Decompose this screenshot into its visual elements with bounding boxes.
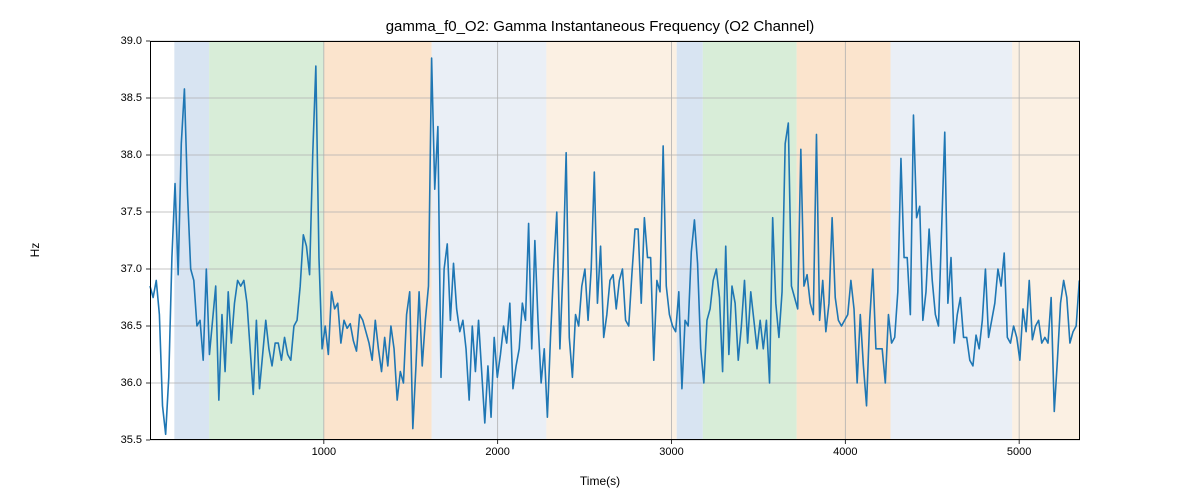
plot-svg (150, 41, 1080, 440)
x-axis-label: Time(s) (0, 474, 1200, 488)
plot-area (150, 41, 1080, 440)
y-axis-label: Hz (28, 243, 42, 258)
ytick-label: 38.0 (102, 149, 142, 161)
ytick-label: 35.5 (102, 434, 142, 446)
xtick-label: 1000 (312, 446, 336, 458)
ytick-label: 39.0 (102, 35, 142, 47)
chart-container: gamma_f0_O2: Gamma Instantaneous Frequen… (0, 0, 1200, 500)
xtick-label: 5000 (1007, 446, 1031, 458)
ytick-label: 36.5 (102, 320, 142, 332)
ytick-label: 38.5 (102, 92, 142, 104)
xtick-label: 3000 (659, 446, 683, 458)
ytick-label: 37.5 (102, 206, 142, 218)
ytick-label: 37.0 (102, 263, 142, 275)
xtick-label: 4000 (833, 446, 857, 458)
ytick-label: 36.0 (102, 377, 142, 389)
xtick-label: 2000 (485, 446, 509, 458)
chart-title: gamma_f0_O2: Gamma Instantaneous Frequen… (0, 18, 1200, 35)
